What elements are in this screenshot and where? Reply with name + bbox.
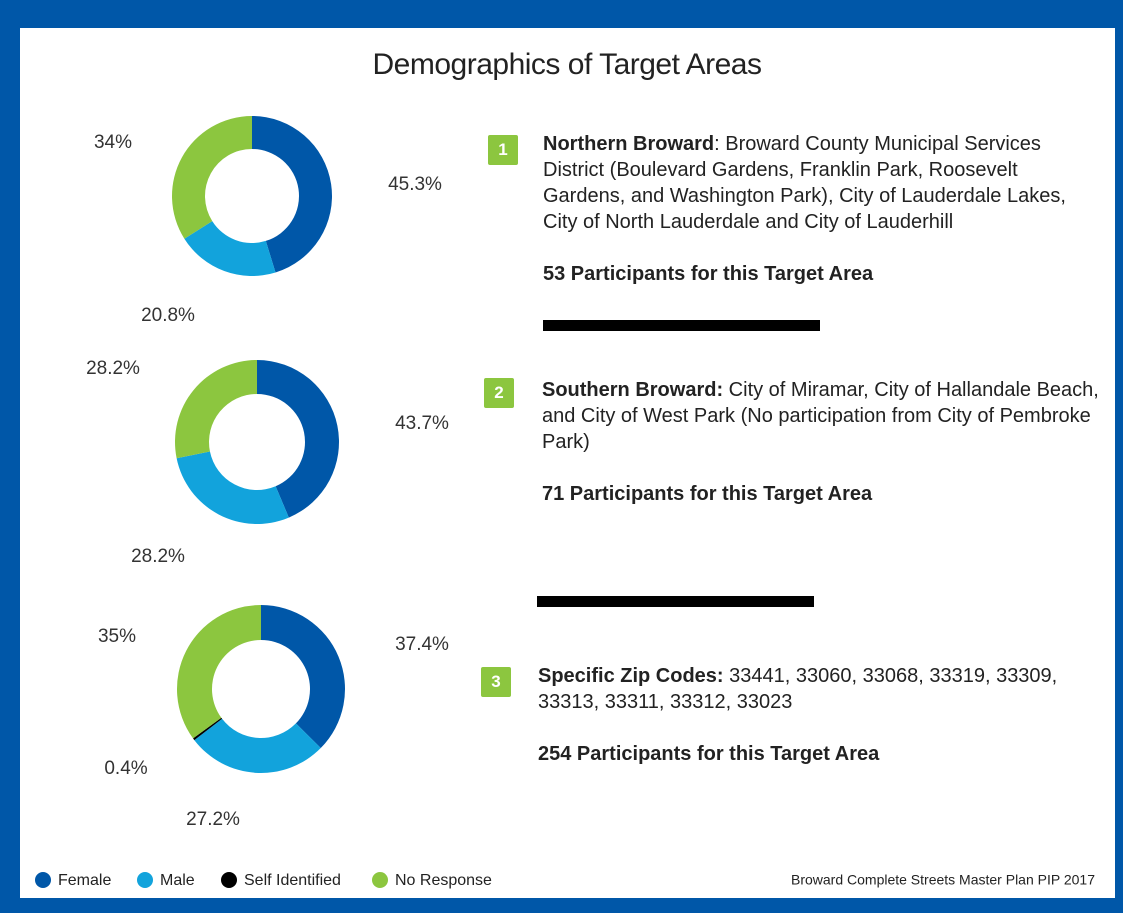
legend-swatch: [221, 872, 237, 888]
legend-label: Female: [58, 872, 111, 889]
value-label: 34%: [94, 132, 132, 153]
donut-slice: [261, 605, 346, 749]
area-description: City of Miramar, City of Hallandale Beac…: [542, 379, 1099, 453]
area-heading: Specific Zip Codes:: [538, 665, 724, 687]
area-text: Specific Zip Codes: 33441, 33060, 33068,…: [538, 663, 1058, 715]
value-label: 37.4%: [395, 634, 449, 655]
value-label: 28.2%: [86, 358, 140, 379]
donut-slice: [194, 718, 321, 773]
divider: [537, 596, 814, 607]
title: Demographics of Target Areas: [373, 48, 762, 81]
donut-slice: [175, 359, 257, 459]
area-text: Southern Broward: City of Miramar, City …: [542, 377, 1102, 455]
legend-swatch: [137, 872, 153, 888]
legend-swatch: [35, 872, 51, 888]
value-label: 20.8%: [141, 305, 195, 326]
value-label: 35%: [98, 626, 136, 647]
participants: 53 Participants for this Target Area: [543, 263, 874, 285]
value-label: 28.2%: [131, 546, 185, 567]
badge: 1: [488, 135, 518, 165]
donut-slice: [193, 717, 223, 741]
source: Broward Complete Streets Master Plan PIP…: [791, 872, 1095, 888]
donut-slice: [257, 360, 339, 518]
legend-label: Male: [160, 872, 195, 889]
donut-slice: [172, 116, 252, 239]
legend-swatch: [372, 872, 388, 888]
donut-slice: [252, 116, 332, 273]
donut-slice: [176, 605, 261, 739]
area-description: 33441, 33060, 33068, 33319, 33309, 33313…: [538, 665, 1058, 713]
area-text: Northern Broward: Broward County Municip…: [543, 131, 1103, 235]
legend-label: No Response: [395, 872, 492, 889]
badge: 3: [481, 667, 511, 697]
area-heading: Southern Broward:: [542, 379, 724, 401]
area-description: : Broward County Municipal Services Dist…: [543, 133, 1066, 233]
participants: 254 Participants for this Target Area: [538, 743, 880, 765]
participants: 71 Participants for this Target Area: [542, 483, 873, 505]
value-label: 0.4%: [104, 758, 147, 779]
divider: [543, 320, 820, 331]
legend-label: Self Identified: [244, 872, 341, 889]
value-label: 45.3%: [388, 174, 442, 195]
donut-slice: [184, 221, 276, 276]
value-label: 43.7%: [395, 413, 449, 434]
value-label: 27.2%: [186, 809, 240, 830]
area-heading: Northern Broward: [543, 133, 715, 155]
donut-slice: [176, 451, 289, 524]
badge: 2: [484, 378, 514, 408]
